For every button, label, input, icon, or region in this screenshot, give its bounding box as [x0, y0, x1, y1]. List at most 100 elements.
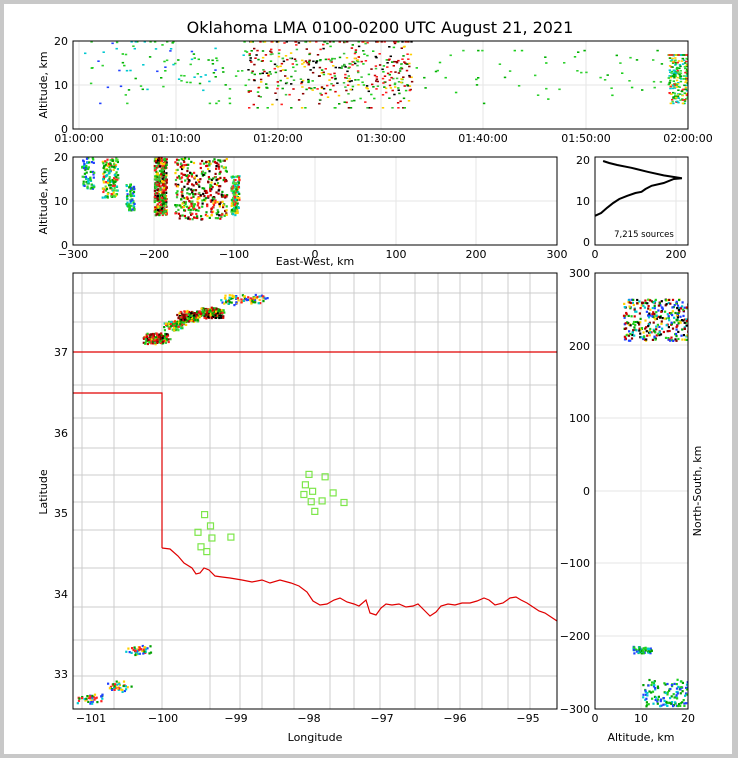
x-tick-label: −97: [370, 712, 393, 725]
lightning-source: [356, 64, 359, 67]
lightning-source: [81, 175, 84, 178]
lightning-source: [115, 41, 119, 44]
lightning-source: [676, 316, 679, 319]
lightning-source: [674, 63, 678, 65]
lightning-source: [668, 65, 672, 67]
lightning-source: [686, 71, 688, 74]
lightning-source: [183, 160, 186, 164]
lightning-source: [683, 306, 686, 309]
lightning-source: [174, 204, 177, 207]
lightning-source: [108, 184, 111, 187]
lightning-source: [81, 165, 84, 168]
lightning-source: [186, 205, 189, 208]
lightning-source: [651, 681, 654, 684]
lightning-source: [389, 55, 392, 58]
lightning-source: [99, 102, 102, 105]
lightning-source: [681, 63, 685, 65]
lightning-source: [648, 650, 651, 653]
lightning-source: [247, 91, 251, 93]
lma-station-marker: [206, 522, 215, 530]
lightning-source: [137, 652, 140, 655]
lightning-source: [238, 175, 241, 178]
lightning-source: [233, 304, 236, 307]
lightning-source: [115, 159, 118, 162]
lightning-source: [169, 338, 172, 341]
lightning-source: [192, 204, 196, 208]
lightning-source: [436, 69, 439, 72]
lightning-source: [652, 328, 655, 331]
lightning-source: [666, 330, 669, 333]
lightning-source: [210, 306, 213, 309]
lightning-source: [300, 81, 304, 83]
lightning-source: [684, 88, 687, 91]
lightning-source: [87, 157, 90, 160]
lightning-source: [230, 185, 234, 188]
lightning-source: [225, 179, 228, 183]
lightning-source: [342, 52, 346, 55]
lightning-source: [191, 200, 194, 203]
lightning-source: [653, 695, 657, 698]
lightning-source: [218, 214, 221, 217]
lightning-source: [393, 41, 396, 43]
lightning-source: [114, 165, 117, 168]
lightning-source: [185, 174, 188, 177]
lightning-source: [372, 50, 375, 52]
lightning-source: [104, 189, 108, 192]
lightning-source: [676, 324, 679, 327]
lightning-source: [676, 83, 680, 85]
lightning-source: [308, 87, 311, 89]
lightning-source: [200, 172, 203, 175]
lightning-source: [206, 214, 209, 218]
lightning-source: [248, 54, 251, 57]
lightning-source: [153, 200, 156, 204]
lightning-source: [668, 701, 671, 704]
lightning-source: [186, 196, 189, 199]
lightning-source: [220, 314, 223, 317]
lightning-source: [151, 340, 154, 343]
lightning-source: [669, 102, 672, 105]
lightning-source: [235, 296, 238, 299]
lightning-source: [220, 215, 223, 219]
lightning-source: [680, 60, 684, 62]
lightning-source: [161, 336, 164, 340]
lightning-source: [662, 703, 665, 706]
lightning-source: [679, 307, 683, 310]
lightning-source: [405, 69, 409, 72]
lightning-source: [155, 170, 158, 173]
lightning-source: [235, 188, 238, 191]
lightning-source: [357, 41, 360, 43]
lightning-source: [188, 200, 191, 203]
lightning-source: [344, 86, 347, 88]
lightning-source: [89, 170, 92, 173]
lightning-source: [119, 85, 123, 88]
lightning-source: [304, 60, 308, 62]
lightning-source: [677, 89, 680, 91]
lightning-source: [289, 52, 293, 54]
lightning-source: [102, 181, 105, 184]
lightning-source: [326, 84, 329, 87]
lightning-source: [209, 309, 212, 312]
lightning-source: [153, 341, 156, 344]
lightning-source: [228, 294, 231, 297]
lightning-source: [131, 647, 134, 650]
lightning-source: [153, 195, 156, 198]
lightning-source: [671, 100, 674, 103]
lightning-source: [257, 95, 261, 97]
lightning-source: [253, 79, 256, 82]
lightning-source: [202, 89, 205, 92]
lightning-source: [185, 163, 188, 166]
lightning-source: [164, 66, 167, 68]
lightning-source: [162, 85, 165, 88]
lightning-source: [125, 196, 129, 199]
lightning-source: [215, 212, 218, 215]
lightning-source: [664, 703, 667, 706]
lightning-source: [84, 699, 87, 702]
lightning-source: [462, 49, 465, 52]
lightning-source: [283, 42, 286, 44]
lightning-source: [165, 333, 168, 336]
lightning-source: [300, 107, 304, 109]
lightning-source: [153, 167, 156, 170]
lightning-source: [645, 703, 649, 706]
lightning-source: [207, 195, 210, 198]
lightning-source: [113, 177, 116, 180]
